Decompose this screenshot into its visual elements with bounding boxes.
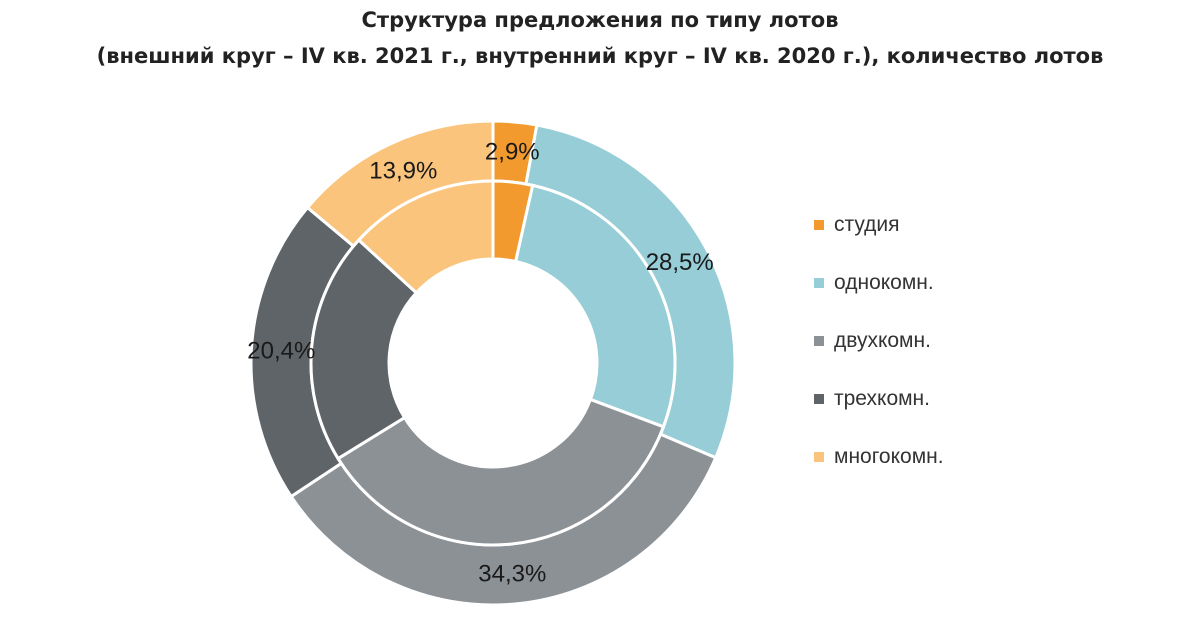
data-label-two-room: 34,3%	[478, 561, 546, 588]
inner-ring-segment-one-room	[513, 183, 677, 429]
legend-item-studio: студия	[814, 196, 944, 254]
legend-label-three-room: трехкомн.	[834, 387, 930, 410]
legend-label-one-room: однокомн.	[834, 271, 934, 294]
legend-item-two-room: двухкомн.	[814, 312, 944, 370]
legend-swatch-two-room	[814, 336, 824, 346]
inner-ring-segment-multi-room	[356, 179, 495, 295]
data-label-studio: 2,9%	[485, 138, 540, 165]
legend-swatch-studio	[814, 220, 824, 230]
chart-title: Структура предложения по типу лотов	[361, 8, 839, 32]
inner-ring-segment-two-room	[336, 397, 666, 547]
data-label-three-room: 20,4%	[247, 338, 315, 365]
legend-swatch-one-room	[814, 278, 824, 288]
legend-item-multi-room: многокомн.	[814, 428, 944, 486]
legend-label-two-room: двухкомн.	[834, 329, 931, 352]
legend-swatch-three-room	[814, 394, 824, 404]
data-label-multi-room: 13,9%	[369, 157, 437, 184]
legend: студия однокомн. двухкомн. трехкомн. мно…	[814, 196, 944, 486]
legend-item-one-room: однокомн.	[814, 254, 944, 312]
legend-item-three-room: трехкомн.	[814, 370, 944, 428]
legend-label-multi-room: многокомн.	[834, 445, 944, 468]
chart-subtitle: (внешний круг – IV кв. 2021 г., внутренн…	[96, 44, 1104, 68]
data-label-one-room: 28,5%	[646, 249, 714, 276]
legend-swatch-multi-room	[814, 452, 824, 462]
legend-label-studio: студия	[834, 213, 900, 236]
inner-ring-segment-three-room	[309, 237, 419, 461]
